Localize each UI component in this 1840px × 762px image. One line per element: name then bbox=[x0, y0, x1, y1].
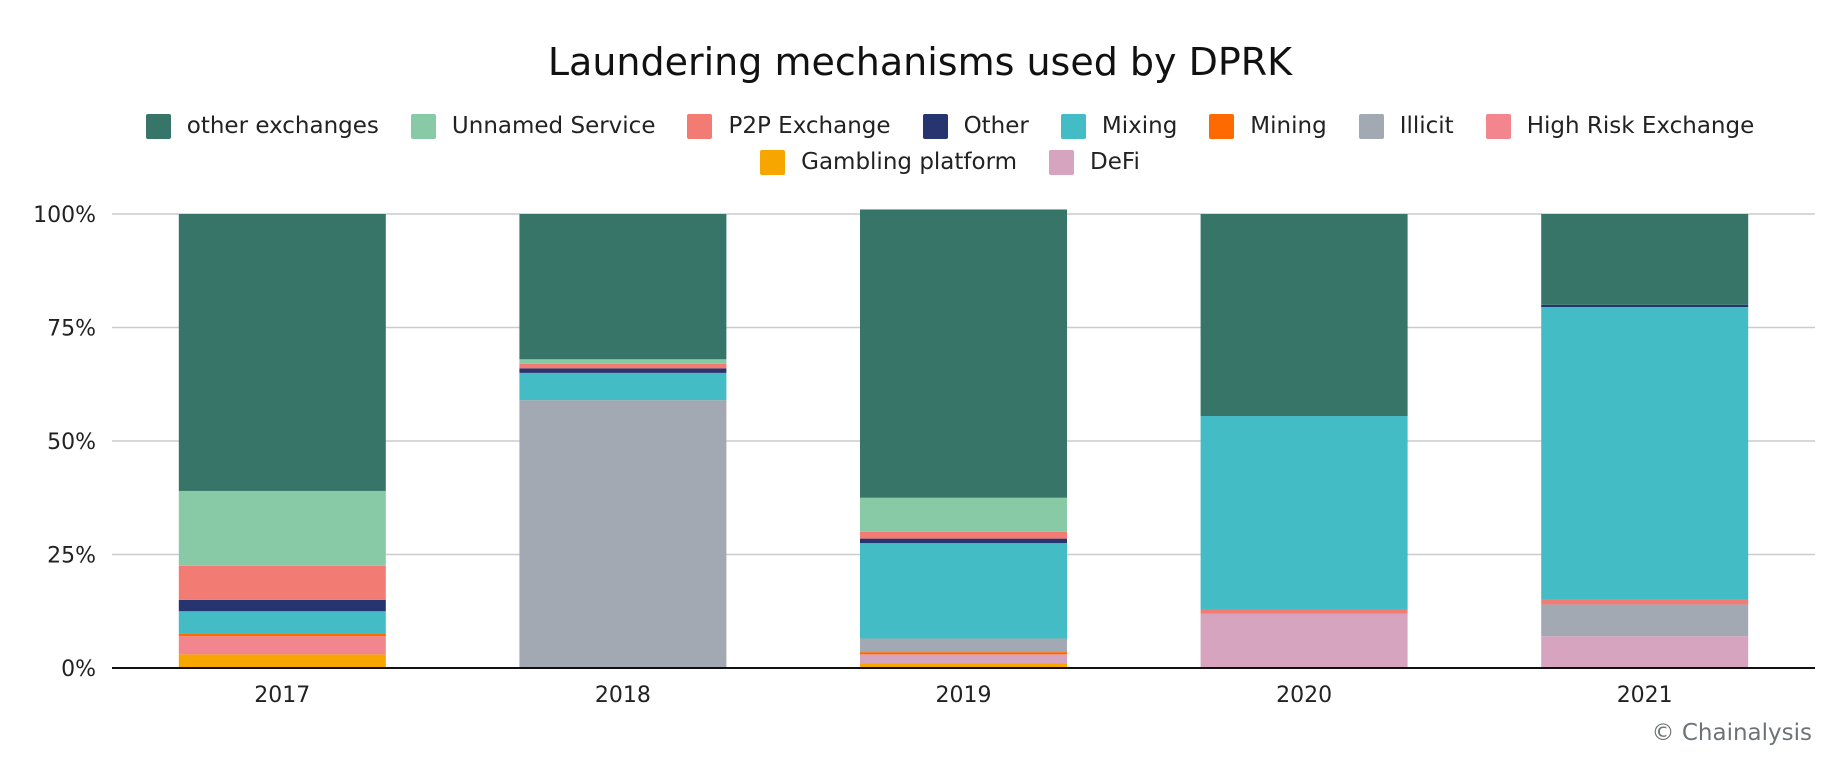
legend-swatch bbox=[145, 113, 171, 139]
bar-segment-defi-2019 bbox=[860, 654, 1067, 664]
bar-segment-gambling-platform-2017 bbox=[178, 654, 386, 668]
legend-swatch bbox=[760, 149, 786, 175]
bar-segment-mixing-2017 bbox=[178, 611, 386, 634]
bar-segment-mining-2019 bbox=[860, 652, 1067, 655]
y-tick-label: 75% bbox=[47, 317, 96, 342]
chart-title: Laundering mechanisms used by DPRK bbox=[547, 40, 1293, 84]
legend-swatch bbox=[1060, 113, 1086, 139]
x-tick-label: 2017 bbox=[254, 683, 310, 708]
legend-swatch bbox=[1358, 113, 1384, 139]
x-tick-label: 2021 bbox=[1617, 683, 1673, 708]
legend-label: High Risk Exchange bbox=[1526, 113, 1755, 139]
bar-segment-p2p-exchange-2018 bbox=[519, 363, 727, 369]
legend-row: Gambling platform DeFi bbox=[100, 144, 1800, 180]
legend-item-unnamed-service: Unnamed Service bbox=[410, 113, 656, 139]
bar-segment-p2p-exchange-2019 bbox=[860, 531, 1067, 539]
bar-segment-mixing-2020 bbox=[1200, 416, 1408, 609]
legend-label: other exchanges bbox=[186, 113, 379, 139]
bar-segment-mixing-2019 bbox=[860, 543, 1067, 639]
legend-item-defi: DeFi bbox=[1049, 149, 1140, 175]
bar-segment-gambling-platform-2019 bbox=[860, 663, 1067, 668]
legend-item-mixing: Mixing bbox=[1060, 113, 1178, 139]
legend-row: other exchanges Unnamed Service P2P Exchan… bbox=[100, 108, 1800, 144]
legend-swatch bbox=[410, 113, 436, 139]
bar-segment-high-risk-exchange-2017 bbox=[178, 636, 386, 655]
bar-segment-p2p-exchange-2017 bbox=[178, 565, 386, 600]
bar-segment-other-2017 bbox=[178, 599, 386, 612]
bar-segment-p2p-exchange-2020 bbox=[1200, 608, 1408, 614]
bar-segment-other-exchanges-2018 bbox=[519, 214, 727, 360]
legend-swatch bbox=[1049, 149, 1075, 175]
bar-segment-illicit-2019 bbox=[860, 638, 1067, 653]
legend-swatch bbox=[1485, 113, 1511, 139]
source-credit: © Chainalysis bbox=[1651, 720, 1812, 746]
legend-swatch bbox=[687, 113, 713, 139]
y-tick-label: 50% bbox=[47, 430, 96, 455]
bar-segment-p2p-exchange-2021 bbox=[1541, 599, 1749, 605]
legend-item-other-exchanges: other exchanges bbox=[145, 113, 379, 139]
bar-segment-illicit-2018 bbox=[519, 400, 727, 668]
bar-segment-other-2018 bbox=[519, 368, 727, 373]
bar-segment-mixing-2021 bbox=[1541, 307, 1749, 600]
bar-segment-other-2019 bbox=[860, 538, 1067, 544]
bar-segment-mixing-2018 bbox=[519, 372, 727, 401]
legend-item-gambling-platform: Gambling platform bbox=[760, 149, 1017, 175]
y-tick-label: 100% bbox=[33, 203, 96, 228]
bar-segment-illicit-2021 bbox=[1541, 604, 1749, 637]
bar-segment-other-exchanges-2017 bbox=[178, 214, 386, 491]
legend-swatch bbox=[1209, 113, 1235, 139]
bar-segment-unnamed-service-2018 bbox=[519, 359, 727, 364]
bar-segment-unnamed-service-2019 bbox=[860, 497, 1067, 532]
legend-item-mining: Mining bbox=[1209, 113, 1327, 139]
legend-item-p2p-exchange: P2P Exchange bbox=[687, 113, 891, 139]
bar-segment-other-exchanges-2020 bbox=[1200, 214, 1408, 417]
x-tick-label: 2019 bbox=[936, 683, 992, 708]
chart-legend: other exchanges Unnamed Service P2P Exchan… bbox=[100, 108, 1800, 180]
bar-segment-defi-2021 bbox=[1541, 636, 1749, 668]
legend-label: Gambling platform bbox=[801, 149, 1018, 175]
legend-label: Unnamed Service bbox=[451, 113, 656, 139]
y-tick-label: 25% bbox=[47, 544, 96, 569]
bar-segment-defi-2020 bbox=[1200, 613, 1408, 668]
legend-item-other: Other bbox=[922, 113, 1029, 139]
legend-item-high-risk-exchange: High Risk Exchange bbox=[1485, 113, 1755, 139]
legend-label: Illicit bbox=[1399, 113, 1454, 139]
legend-label: Mining bbox=[1250, 113, 1327, 139]
legend-label: P2P Exchange bbox=[728, 113, 891, 139]
x-tick-label: 2018 bbox=[595, 683, 651, 708]
legend-item-illicit: Illicit bbox=[1358, 113, 1454, 139]
legend-label: Other bbox=[963, 113, 1029, 139]
x-tick-label: 2020 bbox=[1276, 683, 1332, 708]
legend-label: DeFi bbox=[1090, 149, 1140, 175]
y-tick-label: 0% bbox=[61, 657, 96, 682]
legend-label: Mixing bbox=[1101, 113, 1178, 139]
bar-segment-other-exchanges-2021 bbox=[1541, 214, 1749, 305]
bar-segment-unnamed-service-2017 bbox=[178, 490, 386, 566]
legend-swatch bbox=[922, 113, 948, 139]
bar-segment-other-2021 bbox=[1541, 304, 1749, 308]
bar-segment-other-exchanges-2019 bbox=[860, 209, 1067, 498]
bar-segment-mining-2017 bbox=[178, 633, 386, 637]
